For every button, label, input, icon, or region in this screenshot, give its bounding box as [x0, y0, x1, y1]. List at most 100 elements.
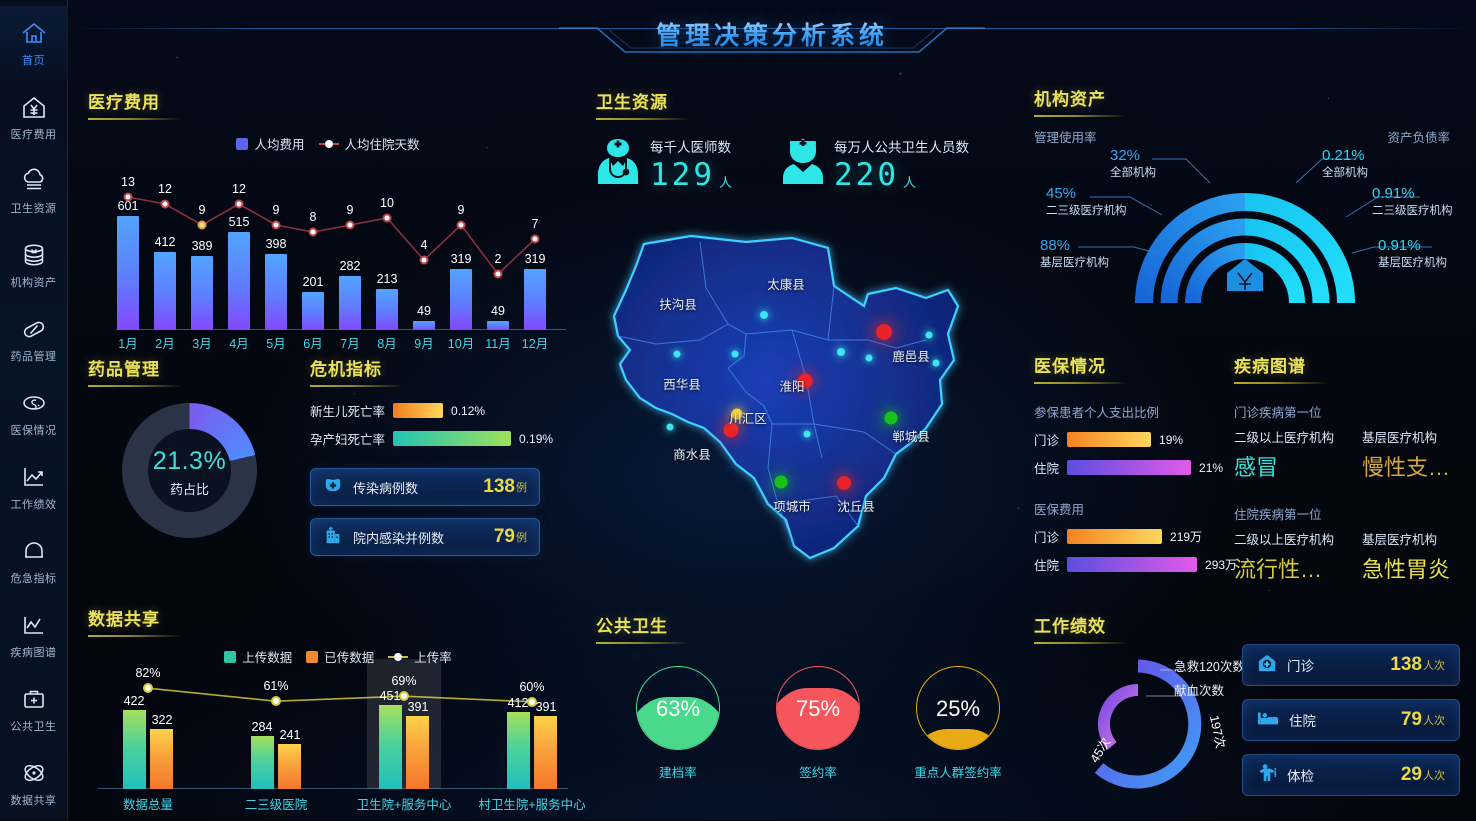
sidebar-item-home[interactable]: 首页	[0, 6, 68, 80]
bar-value-label: 284	[251, 719, 273, 734]
legend-item: 人均住院天数	[318, 134, 420, 153]
sidebar-item-disease-chart[interactable]: 疾病图谱	[0, 598, 68, 672]
map-marker-city-cyan[interactable]	[666, 423, 674, 431]
crisis-card-infectious[interactable]: 传染病例数 138 例	[310, 468, 540, 506]
map-marker-city-cyan[interactable]	[837, 348, 845, 356]
map-region-label[interactable]: 太康县	[767, 278, 805, 292]
header: 管理决策分析系统	[68, 0, 1476, 62]
liquid-gauge	[776, 666, 860, 750]
donut-value: 21.3%	[152, 447, 227, 475]
resource-stat-doctors: 每千人医师数 129 人	[596, 136, 732, 191]
insurance-group1-title: 参保患者个人支出比例	[1034, 406, 1160, 420]
item-name: 慢性支…	[1362, 455, 1451, 480]
legend-label: 已传数据	[324, 651, 375, 665]
map-marker-city-cyan[interactable]	[865, 354, 873, 362]
line-value-label: 2	[494, 252, 502, 266]
sidebar-item-institution-asset[interactable]: 机构资产	[0, 228, 68, 302]
gauge-right-2: 0.91% 基层医疗机构	[1378, 237, 1447, 270]
map-marker-alert-red[interactable]	[837, 476, 851, 490]
map-region-label[interactable]: 郸城县	[892, 430, 930, 444]
bar-value: 293万	[1205, 558, 1238, 572]
map-region-label[interactable]: 川汇区	[729, 412, 767, 426]
x-axis-label: 11月	[485, 337, 511, 351]
crisis-icon	[19, 537, 49, 565]
crisis-panel: 危机指标 新生儿死亡率 0.12% 孕产妇死亡率 0.19% 传染病例数 138…	[310, 355, 570, 560]
map-marker-city-cyan[interactable]	[925, 331, 933, 339]
map-marker-warn-yellow[interactable]	[731, 408, 743, 420]
section-title: 危机指标	[310, 360, 382, 379]
sidebar-item-label: 工作绩效	[10, 498, 57, 511]
map-marker-alert-red[interactable]	[723, 422, 739, 438]
insurance-group1-bars: 门诊 19% 住院 21%	[1034, 430, 1254, 477]
line-point	[493, 269, 503, 279]
map-marker-alert-red[interactable]	[876, 324, 892, 340]
item-name: 流行性…	[1234, 557, 1323, 582]
map-region-label[interactable]: 沈丘县	[837, 500, 875, 514]
map-marker-ok-green[interactable]	[774, 475, 788, 489]
map-region-label[interactable]: 淮阳	[779, 380, 805, 394]
item-name: 急性胃炎	[1362, 557, 1451, 582]
stat-label: 每万人公共卫生人员数	[834, 140, 970, 155]
bar-track	[393, 403, 444, 418]
map-marker-city-cyan[interactable]	[731, 350, 739, 358]
map-region-label[interactable]: 西华县	[663, 378, 701, 392]
sidebar-item-data-share[interactable]: 数据共享	[0, 746, 68, 820]
line-point	[345, 220, 355, 230]
bar-value-label: 319	[450, 252, 472, 267]
legend-item: 上传数据	[224, 647, 292, 666]
sidebar-item-health-resource[interactable]: 卫生资源	[0, 154, 68, 228]
sidebar-item-performance[interactable]: 工作绩效	[0, 450, 68, 524]
stat-card-outpatient[interactable]: 门诊 138 人次	[1242, 644, 1460, 686]
crisis-card-nosocomial[interactable]: 院内感染并例数 79 例	[310, 518, 540, 556]
disease-group-inpatient: 住院疾病第一位 二级以上医疗机构 流行性… 基层医疗机构 急性胃炎	[1234, 504, 1476, 584]
group-head: 门诊疾病第一位	[1234, 406, 1322, 420]
map-marker-city-cyan[interactable]	[760, 311, 768, 319]
bar	[376, 289, 398, 330]
title-underline	[596, 118, 690, 120]
map-marker-alert-red[interactable]	[797, 373, 813, 389]
map-region-label[interactable]: 扶沟县	[659, 298, 697, 312]
sidebar-item-label: 药品管理	[10, 350, 57, 363]
map-marker-city-cyan[interactable]	[803, 430, 811, 438]
legend-swatch-bar	[236, 137, 249, 150]
donut-label: 药占比	[169, 482, 209, 497]
asset-gauge-arcs	[1078, 158, 1432, 304]
map-marker-ok-green[interactable]	[884, 411, 898, 425]
ring-label-blood: 献血次数	[1174, 684, 1225, 698]
legend-item: 已传数据	[306, 647, 374, 666]
map-region-label[interactable]: 项城市	[773, 500, 811, 514]
gauge-label: 二三级医疗机构	[1046, 205, 1127, 217]
public-health-gauges: 63% 建档率 75% 签约率 25% 重点人群签约率	[596, 660, 1002, 810]
bar-label: 门诊	[1034, 434, 1060, 448]
stat-card-inpatient[interactable]: 住院 79 人次	[1242, 699, 1460, 741]
disease-item: 基层医疗机构 慢性支…	[1362, 427, 1472, 482]
data-share-chart: 422 322 数据总量 284 241 二三级医院 451 391 卫生院+服务中心 412 39…	[88, 653, 588, 821]
bar	[228, 231, 250, 330]
card-label: 门诊	[1287, 659, 1314, 674]
map-marker-city-cyan[interactable]	[673, 350, 681, 358]
x-axis-label: 8月	[377, 337, 397, 351]
sidebar-item-label: 医疗费用	[10, 128, 57, 141]
x-axis-label: 10月	[447, 337, 475, 351]
card-unit: 人次	[1423, 715, 1445, 727]
sidebar-item-crisis[interactable]: 危急指标	[0, 524, 68, 598]
title-underline	[88, 385, 182, 387]
drug-capsule-icon	[19, 315, 49, 343]
disease-group-outpatient: 门诊疾病第一位 二级以上医疗机构 感冒 基层医疗机构 慢性支…	[1234, 402, 1476, 482]
stat-card-checkup[interactable]: 体检 29 人次	[1242, 754, 1460, 796]
sidebar-item-label: 公共卫生	[10, 720, 57, 733]
sidebar-item-drug-management[interactable]: 药品管理	[0, 302, 68, 376]
map-region-label[interactable]: 商水县	[673, 448, 711, 462]
region-map[interactable]: 扶沟县 太康县西华县 淮阳川汇区商水县 鹿邑县郸城县项城市 沈丘县	[596, 228, 988, 578]
sidebar-item-insurance[interactable]: 医保情况	[0, 376, 68, 450]
gauge-value: 25%	[935, 696, 981, 721]
map-marker-city-cyan[interactable]	[932, 359, 940, 367]
line-point	[123, 192, 133, 202]
map-region-label[interactable]: 鹿邑县	[892, 350, 930, 364]
sidebar-item-medical-fee[interactable]: 医疗费用	[0, 80, 68, 154]
gauge-label: 全部机构	[1322, 167, 1368, 179]
card-value: 138	[483, 476, 515, 497]
gauge-left-0: 32% 全部机构	[1110, 147, 1156, 180]
legend-swatch-line	[318, 139, 339, 148]
sidebar-item-public-health[interactable]: 公共卫生	[0, 672, 68, 746]
